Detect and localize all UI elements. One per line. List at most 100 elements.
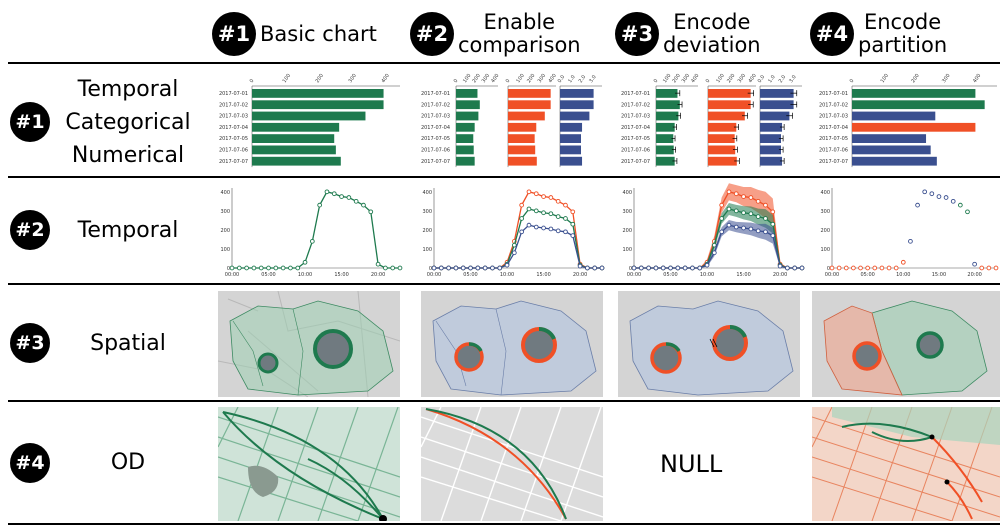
x-tick-label: 15:00 — [932, 272, 946, 278]
data-point — [570, 209, 576, 215]
tick-label: 0 — [705, 78, 712, 84]
data-point — [519, 229, 525, 235]
row-labels: Spatial — [90, 330, 166, 356]
row-divider — [8, 400, 1000, 402]
bar — [708, 134, 735, 143]
data-point — [266, 265, 271, 271]
data-point — [346, 195, 352, 200]
category-label: 2017-07-03 — [819, 114, 848, 120]
bar-chart-basic: 2017-07-01 2017-07-02 2017-07-03 2017-07-04… — [212, 68, 404, 174]
data-point — [748, 195, 754, 200]
bar-chart-comparison: 2017-07-01 2017-07-02 2017-07-03 2017-07-04… — [414, 68, 606, 174]
bar — [456, 145, 474, 155]
spatial-map-partition — [812, 291, 1000, 397]
x-tick-label: 20:00 — [967, 272, 981, 278]
data-point — [548, 211, 554, 217]
tick-label: 0.0 — [757, 74, 766, 84]
data-point — [339, 194, 344, 199]
y-tick-label: 0 — [629, 266, 632, 272]
data-point — [302, 259, 308, 265]
data-point — [295, 265, 301, 271]
data-point — [397, 265, 403, 271]
column-title: Encode deviation — [663, 10, 761, 57]
data-point — [533, 208, 539, 214]
y-tick-label: 200 — [220, 228, 230, 234]
x-tick-label: 20:00 — [773, 272, 787, 278]
bar — [560, 156, 583, 166]
data-point — [726, 206, 732, 212]
tick-label: 300 — [348, 73, 358, 84]
x-tick-label: 20:00 — [573, 272, 587, 278]
category-label: 2017-07-02 — [219, 102, 248, 108]
x-tick-label: 10:00 — [896, 272, 910, 278]
data-point — [511, 242, 517, 248]
y-tick-label: 200 — [622, 228, 632, 234]
tick-label: 100 — [715, 73, 725, 84]
data-point — [792, 265, 798, 271]
x-tick-label: 05:00 — [261, 272, 275, 278]
x-tick-label: 00:00 — [225, 272, 239, 278]
category-label: 2017-07-03 — [421, 114, 450, 120]
tick-label: 300 — [481, 73, 491, 84]
data-point — [690, 265, 695, 271]
data-point — [519, 216, 525, 221]
column-badge: #1 — [212, 12, 256, 56]
data-point — [236, 265, 242, 271]
data-point — [858, 265, 863, 271]
column-header-2: #2 Enable comparison — [410, 8, 581, 60]
data-point — [733, 208, 739, 214]
data-point — [288, 265, 293, 271]
x-tick-label: 15:00 — [736, 272, 750, 278]
data-point — [719, 202, 725, 208]
data-point — [763, 229, 768, 235]
data-point — [585, 265, 590, 271]
category-label: 2017-07-04 — [219, 125, 248, 131]
bar — [852, 122, 976, 132]
bar — [560, 100, 594, 110]
data-point — [986, 265, 992, 271]
y-tick-label: 100 — [220, 247, 230, 253]
x-tick-label: 00:00 — [427, 272, 441, 278]
bar — [252, 100, 384, 110]
row-header-4: #4 OD — [10, 405, 206, 520]
row-divider — [8, 523, 1000, 525]
bar — [760, 145, 781, 155]
bar — [456, 122, 475, 132]
data-point — [309, 238, 315, 244]
data-point — [733, 191, 739, 197]
bar — [708, 156, 737, 166]
x-tick-label: 15:00 — [536, 272, 550, 278]
bar — [456, 89, 478, 98]
data-point — [504, 262, 510, 268]
data-point — [886, 265, 892, 271]
data-point — [526, 189, 532, 195]
y-tick-label: 100 — [622, 247, 632, 253]
data-point — [726, 189, 732, 195]
bar — [560, 122, 583, 132]
y-tick-label: 0 — [227, 266, 230, 272]
row-badge: #4 — [10, 442, 50, 483]
y-tick-label: 400 — [820, 190, 830, 196]
row-divider — [8, 176, 1000, 178]
data-point — [972, 261, 977, 267]
bar — [456, 134, 474, 143]
bar — [656, 156, 675, 166]
bar — [708, 122, 737, 132]
bar — [252, 89, 384, 98]
deviation-band — [634, 202, 802, 268]
tick-label: 3.0 — [588, 74, 597, 84]
bar — [656, 100, 680, 110]
data-point — [563, 229, 568, 235]
row-header-2: #2 Temporal — [10, 180, 206, 280]
row-header-3: #3 Spatial — [10, 288, 206, 398]
column-header-1: #1 Basic chart — [212, 8, 377, 60]
y-tick-label: 100 — [422, 247, 432, 253]
od-map-comparison — [421, 407, 603, 521]
bar — [708, 145, 736, 155]
data-point — [361, 202, 366, 208]
line-chart-deviation: 0 100 200 300 400 00:00 05:00 10:00 15:00 20:00 — [614, 182, 806, 280]
column-badge: #2 — [410, 12, 454, 56]
y-tick-label: 400 — [220, 190, 230, 196]
bar — [560, 134, 581, 143]
row-badge: #2 — [10, 210, 50, 250]
